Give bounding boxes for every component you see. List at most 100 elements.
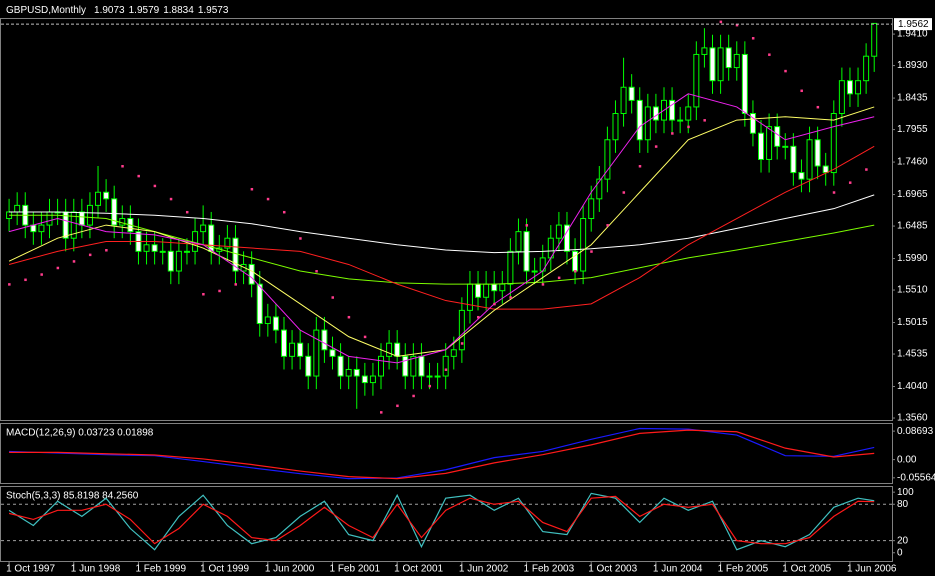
candle-body bbox=[636, 99, 643, 141]
sar-dot bbox=[703, 119, 706, 122]
y-tick-label: 1.8930 bbox=[897, 60, 928, 71]
sar-dot bbox=[654, 145, 658, 148]
y-tick-label: -0.05564 bbox=[897, 472, 935, 483]
candle-body bbox=[733, 53, 740, 69]
sar-dot bbox=[347, 315, 351, 319]
sar-dot bbox=[299, 237, 302, 240]
price-label-box bbox=[894, 18, 932, 31]
sar-dot bbox=[638, 165, 642, 168]
candle-body bbox=[224, 237, 231, 249]
sar-dot bbox=[784, 69, 787, 73]
x-tick-label: 1 Feb 2005 bbox=[718, 564, 769, 575]
candle-body bbox=[410, 355, 417, 377]
sar-dot bbox=[735, 23, 739, 27]
candle-body bbox=[369, 375, 376, 384]
candle-body bbox=[822, 165, 829, 174]
ohlc-open: 1.9073 bbox=[94, 5, 125, 16]
sar-dot bbox=[768, 53, 771, 56]
candle-body bbox=[297, 342, 304, 357]
indicator-title: MACD(12,26,9) 0.03723 0.01898 bbox=[6, 428, 154, 439]
y-tick-label: 0.00 bbox=[897, 454, 917, 465]
x-tick-label: 1 Jun 2002 bbox=[459, 564, 509, 575]
sar-dot bbox=[121, 165, 124, 168]
sar-dot bbox=[40, 273, 43, 276]
candle-body bbox=[798, 172, 805, 180]
candle-body bbox=[725, 47, 732, 69]
candle-body bbox=[717, 47, 724, 82]
candle-body bbox=[46, 211, 53, 226]
candle-body bbox=[143, 244, 150, 252]
candle-body bbox=[95, 191, 102, 206]
candle-body bbox=[790, 145, 797, 174]
y-tick-label: 1.4535 bbox=[897, 349, 928, 360]
candle-body bbox=[644, 106, 651, 141]
candle-body bbox=[200, 224, 207, 233]
sar-dot bbox=[153, 184, 157, 188]
y-tick-label: 20 bbox=[897, 535, 909, 546]
candle-body bbox=[386, 342, 393, 357]
candle-body bbox=[677, 119, 684, 122]
candle-body bbox=[394, 342, 401, 357]
sar-dot bbox=[412, 394, 415, 398]
sar-dot bbox=[24, 278, 27, 282]
sar-dot bbox=[137, 174, 140, 178]
candle-body bbox=[442, 355, 449, 377]
y-tick-label: 1.6965 bbox=[897, 189, 928, 200]
sar-dot bbox=[751, 37, 755, 40]
sar-dot bbox=[428, 384, 432, 388]
ohlc-close: 1.9573 bbox=[198, 5, 229, 16]
candle-body bbox=[192, 231, 199, 252]
sar-dot bbox=[687, 125, 690, 129]
candle-body bbox=[280, 329, 287, 357]
y-tick-label: 1.4040 bbox=[897, 381, 928, 392]
candle-body bbox=[612, 113, 619, 141]
x-tick-label: 1 Feb 1999 bbox=[135, 564, 186, 575]
price-label: 1.9562 bbox=[898, 19, 929, 30]
candle-body bbox=[515, 231, 522, 252]
sar-dot bbox=[832, 191, 836, 194]
x-tick-label: 1 Feb 2001 bbox=[329, 564, 380, 575]
candle-body bbox=[450, 349, 457, 357]
candle-body bbox=[620, 86, 627, 115]
sar-dot bbox=[250, 187, 254, 191]
sar-dot bbox=[202, 292, 205, 296]
x-tick-label: 1 Jun 2004 bbox=[653, 564, 703, 575]
candle-body bbox=[580, 218, 587, 272]
sar-dot bbox=[493, 302, 496, 306]
candle-body bbox=[78, 211, 85, 226]
candle-body bbox=[361, 375, 368, 384]
candle-body bbox=[628, 86, 635, 101]
candle-body bbox=[749, 113, 756, 134]
indicator-line bbox=[8, 492, 875, 551]
candle-body bbox=[604, 139, 611, 180]
candle-body bbox=[863, 55, 870, 82]
sar-dot bbox=[557, 276, 561, 280]
candle-body bbox=[838, 80, 845, 115]
candle-body bbox=[806, 139, 813, 180]
candle-body bbox=[119, 218, 126, 226]
candle-body bbox=[305, 355, 312, 377]
moving-average bbox=[9, 194, 875, 254]
sar-dot bbox=[477, 315, 480, 319]
indicator-line bbox=[9, 429, 875, 480]
y-tick-label: 0 bbox=[897, 547, 903, 558]
candle-body bbox=[256, 283, 263, 325]
sar-dot bbox=[315, 270, 318, 273]
candle-body bbox=[402, 355, 409, 377]
sar-dot bbox=[380, 411, 383, 414]
candle-body bbox=[418, 355, 425, 377]
candle-body bbox=[693, 53, 700, 108]
x-tick-label: 1 Oct 1999 bbox=[200, 564, 249, 575]
sar-dot bbox=[105, 249, 108, 252]
candle-body bbox=[588, 198, 595, 220]
x-tick-label: 1 Jun 2006 bbox=[847, 564, 897, 575]
sar-dot bbox=[574, 270, 577, 273]
ohlc-low: 1.8834 bbox=[163, 5, 194, 16]
candle-body bbox=[111, 198, 118, 226]
sar-dot bbox=[606, 224, 609, 227]
sar-dot bbox=[460, 342, 464, 345]
candle-body bbox=[669, 99, 676, 121]
sar-dot bbox=[234, 283, 237, 286]
